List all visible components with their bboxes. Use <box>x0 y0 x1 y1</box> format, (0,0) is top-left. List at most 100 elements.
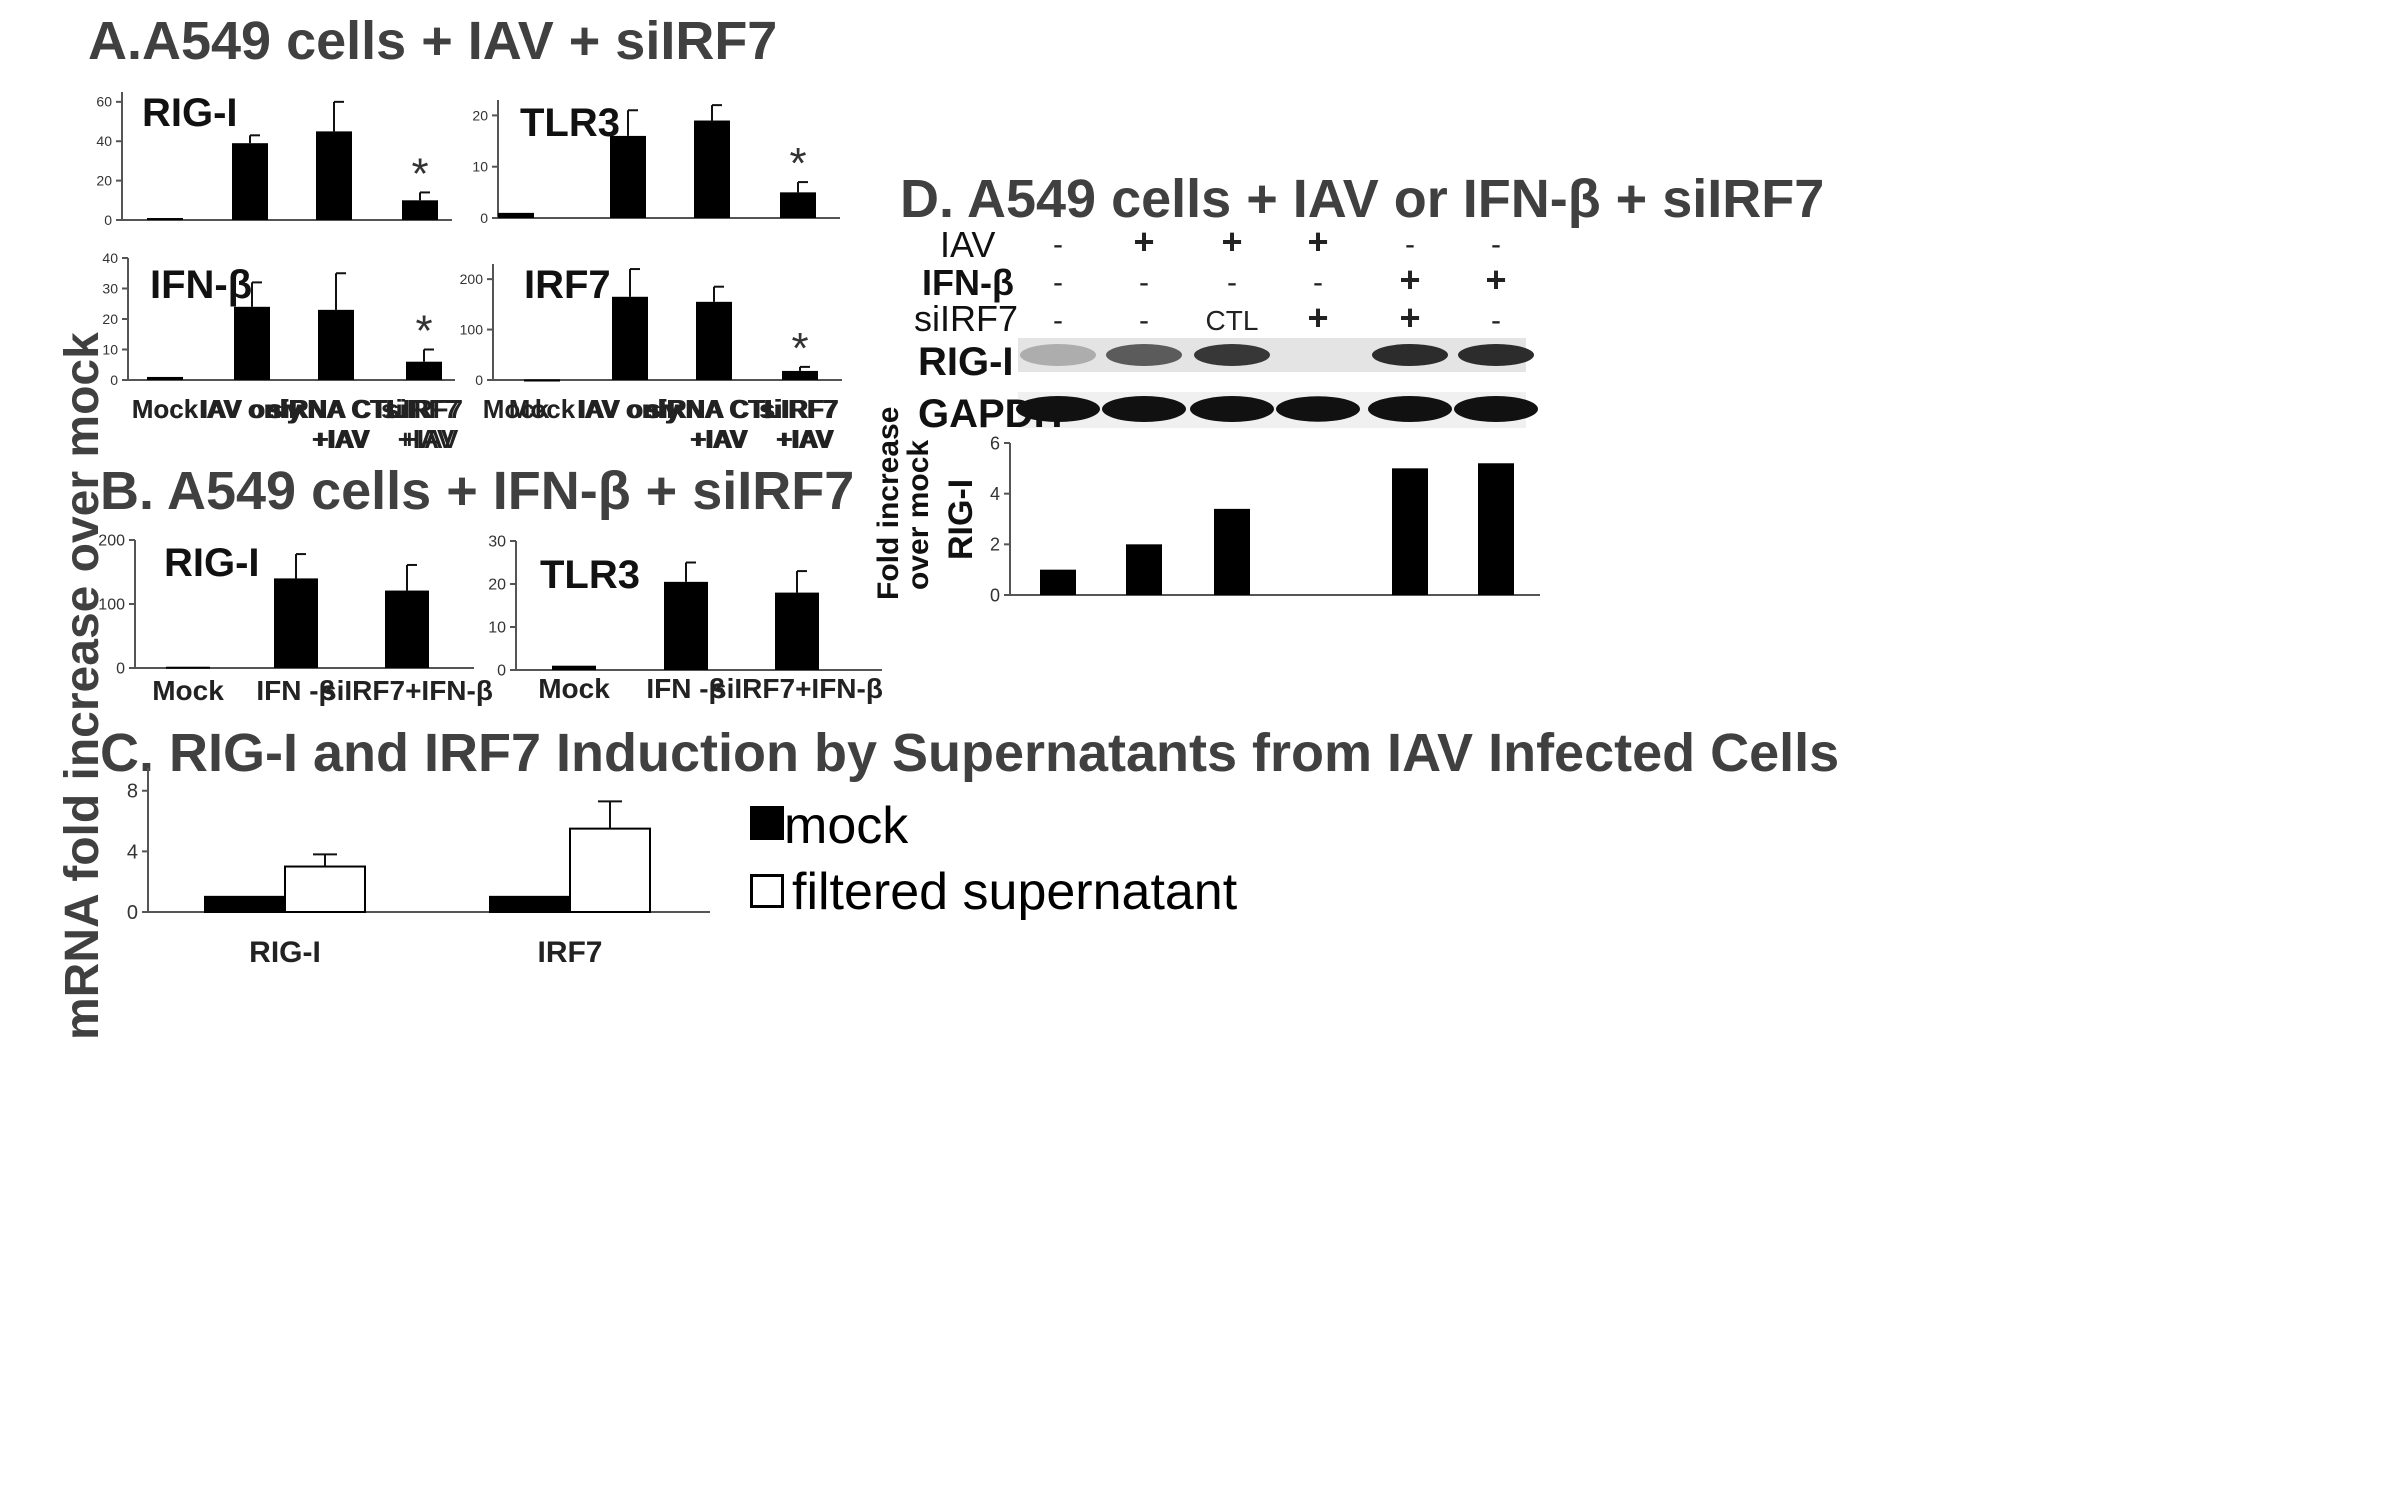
blot-condition-1-1: - <box>1139 266 1149 299</box>
B-RIGI-category-label: IFN -β <box>256 675 335 706</box>
A-IRF7-bar <box>524 379 560 382</box>
blot-condition-0-5: - <box>1491 228 1501 261</box>
A-IRF7-ytick-label: 100 <box>460 321 484 337</box>
blot-condition-1-2: - <box>1227 266 1237 299</box>
A-IFNB-bar <box>406 361 442 380</box>
A-TLR3-category-label: siIRF7 <box>759 394 837 424</box>
A-TLR3-category-label: Mock <box>483 394 550 424</box>
blot-condition-1-5: + <box>1485 259 1506 300</box>
C-category-label: IRF7 <box>537 936 602 969</box>
blot-band-rigi <box>1020 344 1096 366</box>
A-TLR3-bar <box>610 135 646 218</box>
blot-condition-0-1: + <box>1133 221 1154 262</box>
blot-condition-0-4: - <box>1405 228 1415 261</box>
legend-label-mock: mock <box>784 797 909 855</box>
D-ytick-label: 2 <box>990 535 1000 555</box>
A-IFNB-ytick-label: 30 <box>102 280 118 296</box>
A-IRF7-category-label: siRNA CTL <box>647 394 782 424</box>
A-IRF7-significance-star: * <box>791 324 808 373</box>
blot-condition-0-3: + <box>1307 221 1328 262</box>
B-TLR3-bar <box>664 581 708 670</box>
B-TLR3-chart-title: TLR3 <box>540 553 640 597</box>
B-TLR3-category-label: IFN -β <box>646 673 725 704</box>
blot-condition-2-4: + <box>1399 297 1420 338</box>
A-TLR3-category-label-line2: +IAV <box>776 424 833 454</box>
A-RIGI-ytick-label: 40 <box>96 133 112 149</box>
A-TLR3-bar <box>498 212 534 218</box>
B-TLR3-category-label: siIRF7+IFN-β <box>711 673 883 704</box>
blot-condition-2-3: + <box>1307 297 1328 338</box>
B-TLR3-category-label: Mock <box>538 673 610 704</box>
D-ytick-label: 4 <box>990 484 1000 504</box>
B-TLR3-ytick-label: 10 <box>488 620 506 637</box>
A-RIGI-category-label: siRNA CTL <box>267 394 402 424</box>
B-TLR3-ytick-label: 30 <box>488 534 506 551</box>
A-RIGI-ytick-label: 0 <box>104 212 112 228</box>
A-IFNB-chart-title: IFN-β <box>150 263 252 307</box>
legend-swatch-mock <box>750 806 784 840</box>
C-ytick-label: 8 <box>127 781 138 803</box>
B-TLR3-ytick-label: 20 <box>488 577 506 594</box>
C-ytick-label: 4 <box>127 841 138 863</box>
B-RIGI-ytick-label: 200 <box>98 533 125 550</box>
D-ytick-label: 0 <box>990 585 1000 605</box>
C-category-label: RIG-I <box>249 936 321 969</box>
A-IFNB-category-label: IAV only <box>201 394 304 424</box>
B-RIGI-category-label: Mock <box>152 675 224 706</box>
B-TLR3-bar <box>552 665 596 670</box>
A-IRF7-ytick-label: 200 <box>460 271 484 287</box>
A-RIGI-bar <box>232 143 268 220</box>
B-RIGI-bar <box>385 590 429 668</box>
blot-band-label-rigi: RIG-I <box>918 340 1014 384</box>
B-TLR3-ytick-label: 0 <box>497 663 506 680</box>
B-RIGI-ytick-label: 100 <box>98 597 125 614</box>
blot-condition-1-0: - <box>1053 266 1063 299</box>
A-IRF7-bar <box>696 301 732 380</box>
A-TLR3-category-label: IAV only <box>577 394 680 424</box>
legend-swatch-filtered-supernatant <box>750 874 784 908</box>
blot-band-rigi <box>1372 344 1448 366</box>
C-bar-filtered-supernatant <box>569 827 651 914</box>
D-bar <box>1214 508 1250 595</box>
A-RIGI-category-label-line2: +IAV <box>398 424 455 454</box>
blot-condition-1-3: - <box>1313 266 1323 299</box>
D-ylabel-line2: over mock <box>902 440 935 590</box>
D-ylabel-line1: Fold increase <box>872 407 905 600</box>
blot-band-label-gapdh: GAPDH <box>918 392 1063 436</box>
blot-band-gapdh <box>1102 396 1186 422</box>
A-RIGI-category-label: Mock <box>132 394 199 424</box>
blot-row-label-ifnb: IFN-β <box>922 262 1014 303</box>
title-panel-d: D. A549 cells + IAV or IFN-β + siIRF7 <box>900 169 1825 229</box>
A-IRF7-chart-title: IRF7 <box>524 263 611 307</box>
A-TLR3-ytick-label: 20 <box>472 107 488 123</box>
A-IFNB-bar <box>234 306 270 380</box>
A-TLR3-chart-title: TLR3 <box>520 101 620 145</box>
B-RIGI-chart-title: RIG-I <box>164 541 260 585</box>
A-RIGI-bar <box>316 131 352 220</box>
B-TLR3-bar <box>775 592 819 670</box>
blot-band-rigi <box>1194 344 1270 366</box>
A-IFNB-category-label: siRNA CTL <box>269 394 404 424</box>
B-RIGI-bar <box>274 578 318 668</box>
A-IFNB-category-label-line2: +IAV <box>402 424 459 454</box>
A-IFNB-category-label: siIRF7 <box>385 394 463 424</box>
title-panel-c: C. RIG-I and IRF7 Induction by Supernata… <box>100 723 1840 783</box>
A-RIGI-bar <box>147 218 183 221</box>
A-IFNB-ytick-label: 20 <box>102 311 118 327</box>
blot-condition-0-2: + <box>1221 221 1242 262</box>
A-TLR3-bar <box>694 120 730 218</box>
D-bar <box>1478 463 1514 595</box>
legend-label-filtered-supernatant: filtered supernatant <box>792 863 1238 921</box>
C-bar-mock <box>489 895 571 913</box>
A-TLR3-category-label-line2: +IAV <box>690 424 747 454</box>
A-IRF7-bar <box>782 370 818 380</box>
blot-band-gapdh <box>1016 396 1100 422</box>
D-ylabel-inner: RIG-I <box>942 479 980 560</box>
blot-band-gapdh <box>1368 396 1452 422</box>
A-IRF7-ytick-label: 0 <box>475 372 483 388</box>
blot-condition-2-5: - <box>1491 304 1501 337</box>
A-RIGI-category-label: siIRF7 <box>381 394 459 424</box>
C-bar-mock <box>204 895 286 913</box>
